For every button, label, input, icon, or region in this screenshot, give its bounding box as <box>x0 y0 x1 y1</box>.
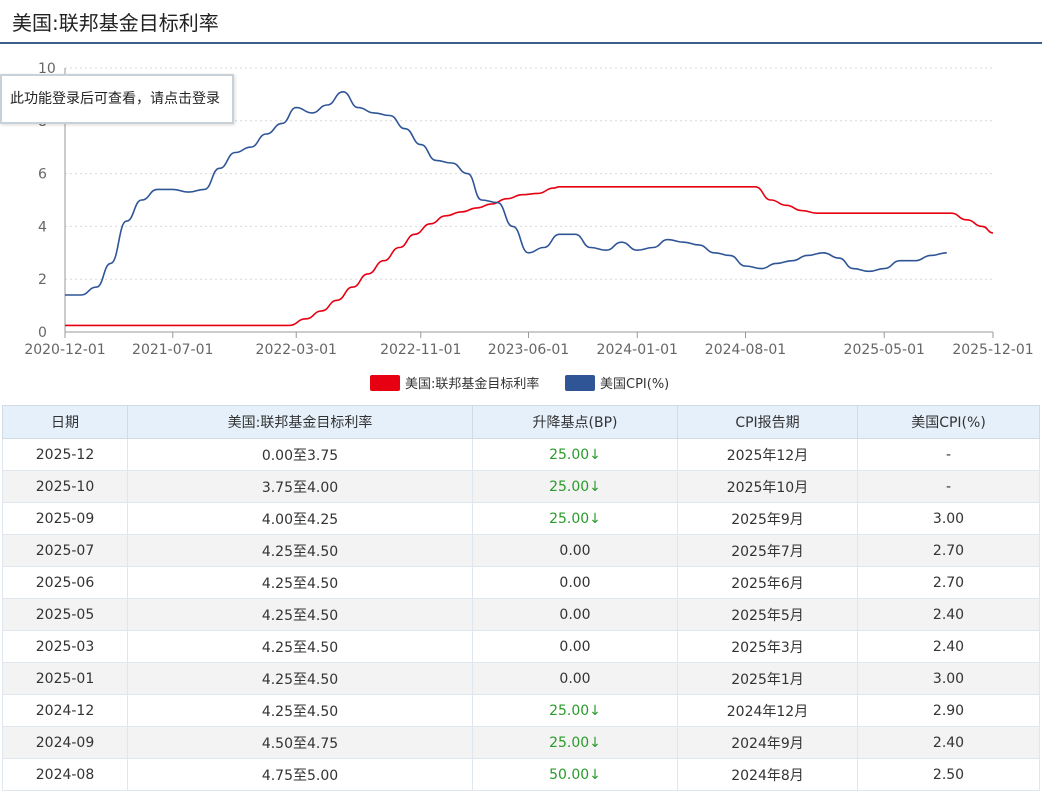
cell-bp-change: 0.00 <box>472 534 678 567</box>
x-tick-label: 2022-03-01 <box>256 342 337 358</box>
y-tick-label: 4 <box>38 219 47 235</box>
cell-date: 2024-08 <box>2 758 128 791</box>
table-row: 2025-06 4.25至4.50 0.00 2025年6月 2.70 <box>2 566 1040 599</box>
cell-cpi-period: 2025年5月 <box>677 598 858 631</box>
cell-cpi-period: 2025年9月 <box>677 502 858 535</box>
cell-cpi-value: 2.50 <box>857 758 1040 791</box>
x-tick-label: 2020-12-01 <box>24 342 105 358</box>
cell-date: 2024-12 <box>2 694 128 727</box>
chart-area: 02468102020-12-012021-07-012022-03-01202… <box>0 46 1042 401</box>
cell-rate-range: 4.25至4.50 <box>127 598 473 631</box>
cell-cpi-value: 3.00 <box>857 502 1040 535</box>
x-tick-label: 2024-08-01 <box>705 342 786 358</box>
cell-date: 2025-10 <box>2 470 128 503</box>
cell-bp-change: 25.00↓ <box>472 694 678 727</box>
cell-cpi-value: - <box>857 470 1040 503</box>
cell-bp-change: 0.00 <box>472 598 678 631</box>
table-row: 2025-10 3.75至4.00 25.00↓ 2025年10月 - <box>2 470 1040 503</box>
header-cpi-period[interactable]: CPI报告期 <box>677 405 858 439</box>
y-tick-label: 6 <box>38 167 47 183</box>
page-title: 美国:联邦基金目标利率 <box>12 11 219 35</box>
legend-label-cpi: 美国CPI(%) <box>600 377 669 392</box>
cell-bp-change: 50.00↓ <box>472 758 678 791</box>
cell-date: 2025-07 <box>2 534 128 567</box>
cell-cpi-period: 2024年12月 <box>677 694 858 727</box>
header-cpi[interactable]: 美国CPI(%) <box>857 405 1040 439</box>
x-tick-label: 2024-01-01 <box>597 342 678 358</box>
cell-cpi-value: - <box>857 438 1040 471</box>
y-tick-label: 0 <box>38 325 47 341</box>
series-line-rate <box>65 185 994 327</box>
login-notice[interactable]: 此功能登录后可查看，请点击登录 <box>0 74 234 124</box>
cell-date: 2025-03 <box>2 630 128 663</box>
table-row: 2024-08 4.75至5.00 50.00↓ 2024年8月 2.50 <box>2 758 1040 791</box>
cell-date: 2025-01 <box>2 662 128 695</box>
cell-cpi-period: 2025年7月 <box>677 534 858 567</box>
cell-rate-range: 3.75至4.00 <box>127 470 473 503</box>
cell-cpi-period: 2025年12月 <box>677 438 858 471</box>
header-bp-change[interactable]: 升降基点(BP) <box>472 405 678 439</box>
y-tick-label: 10 <box>38 61 56 77</box>
line-chart: 02468102020-12-012021-07-012022-03-01202… <box>24 61 1033 392</box>
cell-cpi-period: 2025年10月 <box>677 470 858 503</box>
cell-date: 2025-05 <box>2 598 128 631</box>
legend-swatch-cpi <box>565 375 595 391</box>
cell-bp-change: 25.00↓ <box>472 502 678 535</box>
x-tick-label: 2023-06-01 <box>488 342 569 358</box>
table-row: 2025-05 4.25至4.50 0.00 2025年5月 2.40 <box>2 598 1040 631</box>
cell-rate-range: 4.25至4.50 <box>127 566 473 599</box>
cell-rate-range: 4.75至5.00 <box>127 758 473 791</box>
cell-bp-change: 25.00↓ <box>472 726 678 759</box>
table-row: 2024-12 4.25至4.50 25.00↓ 2024年12月 2.90 <box>2 694 1040 727</box>
legend-label-rate: 美国:联邦基金目标利率 <box>405 376 539 392</box>
cell-rate-range: 4.50至4.75 <box>127 726 473 759</box>
cell-bp-change: 25.00↓ <box>472 438 678 471</box>
cell-rate-range: 4.25至4.50 <box>127 694 473 727</box>
cell-cpi-period: 2025年3月 <box>677 630 858 663</box>
series-line-cpi <box>65 90 947 296</box>
table-row: 2025-03 4.25至4.50 0.00 2025年3月 2.40 <box>2 630 1040 663</box>
cell-bp-change: 0.00 <box>472 662 678 695</box>
header-rate[interactable]: 美国:联邦基金目标利率 <box>127 405 473 439</box>
x-tick-label: 2025-12-01 <box>952 342 1033 358</box>
header-date[interactable]: 日期 <box>2 405 128 439</box>
cell-bp-change: 0.00 <box>472 566 678 599</box>
x-tick-label: 2025-05-01 <box>844 342 925 358</box>
table-header-row: 日期 美国:联邦基金目标利率 升降基点(BP) CPI报告期 美国CPI(%) <box>2 405 1040 439</box>
cell-rate-range: 4.25至4.50 <box>127 662 473 695</box>
table-body: 2025-12 0.00至3.75 25.00↓ 2025年12月 -2025-10 3.… <box>2 438 1040 791</box>
x-tick-label: 2022-11-01 <box>380 342 461 358</box>
cell-bp-change: 25.00↓ <box>472 470 678 503</box>
cell-date: 2025-12 <box>2 438 128 471</box>
table-row: 2024-09 4.50至4.75 25.00↓ 2024年9月 2.40 <box>2 726 1040 759</box>
x-tick-label: 2021-07-01 <box>132 342 213 358</box>
y-tick-label: 2 <box>38 272 47 288</box>
cell-rate-range: 0.00至3.75 <box>127 438 473 471</box>
cell-cpi-value: 2.40 <box>857 598 1040 631</box>
cell-bp-change: 0.00 <box>472 630 678 663</box>
cell-cpi-value: 2.40 <box>857 630 1040 663</box>
cell-cpi-value: 2.70 <box>857 566 1040 599</box>
cell-date: 2024-09 <box>2 726 128 759</box>
cell-cpi-period: 2025年6月 <box>677 566 858 599</box>
cell-cpi-period: 2025年1月 <box>677 662 858 695</box>
data-table: 日期 美国:联邦基金目标利率 升降基点(BP) CPI报告期 美国CPI(%) … <box>2 405 1040 791</box>
cell-cpi-period: 2024年9月 <box>677 726 858 759</box>
cell-rate-range: 4.00至4.25 <box>127 502 473 535</box>
cell-cpi-value: 2.40 <box>857 726 1040 759</box>
table-row: 2025-07 4.25至4.50 0.00 2025年7月 2.70 <box>2 534 1040 567</box>
legend-swatch-rate <box>370 375 400 391</box>
cell-cpi-value: 2.70 <box>857 534 1040 567</box>
cell-cpi-value: 2.90 <box>857 694 1040 727</box>
cell-cpi-value: 3.00 <box>857 662 1040 695</box>
table-row: 2025-01 4.25至4.50 0.00 2025年1月 3.00 <box>2 662 1040 695</box>
table-row: 2025-12 0.00至3.75 25.00↓ 2025年12月 - <box>2 438 1040 471</box>
cell-cpi-period: 2024年8月 <box>677 758 858 791</box>
cell-rate-range: 4.25至4.50 <box>127 630 473 663</box>
cell-date: 2025-06 <box>2 566 128 599</box>
table-row: 2025-09 4.00至4.25 25.00↓ 2025年9月 3.00 <box>2 502 1040 535</box>
title-bar: 美国:联邦基金目标利率 <box>0 0 1042 44</box>
cell-rate-range: 4.25至4.50 <box>127 534 473 567</box>
cell-date: 2025-09 <box>2 502 128 535</box>
